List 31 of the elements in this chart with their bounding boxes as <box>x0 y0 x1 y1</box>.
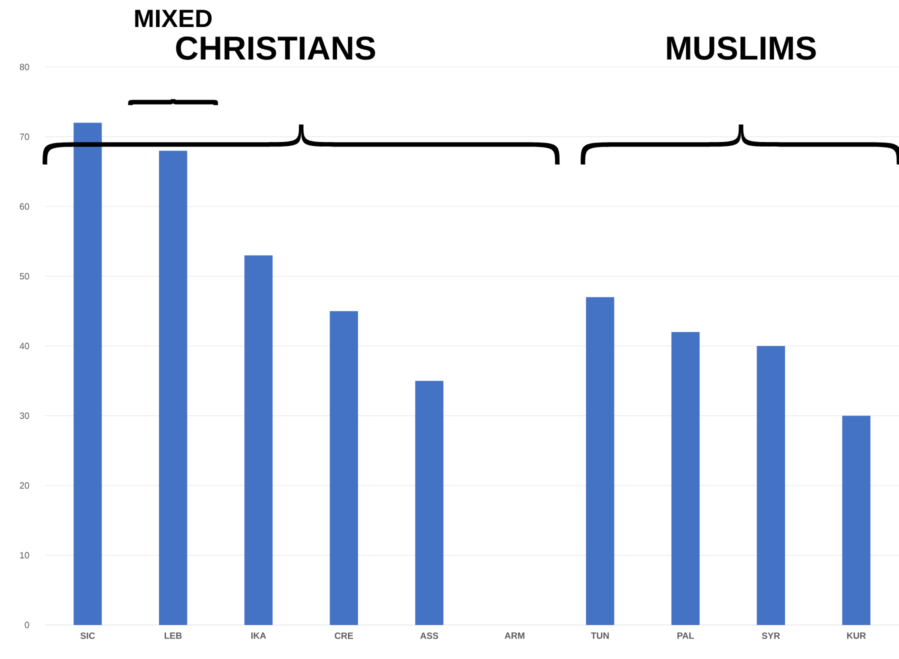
bar <box>586 297 614 625</box>
x-tick-label: PAL <box>677 632 694 639</box>
bar <box>756 346 786 625</box>
y-tick-label: 0 <box>24 622 30 628</box>
x-tick-label: KUR <box>847 632 866 639</box>
bar <box>671 332 700 625</box>
x-tick-label: LEB <box>164 632 182 639</box>
bar <box>74 122 102 625</box>
x-tick-label: SYR <box>762 632 780 639</box>
x-tick-label: IKA <box>251 632 266 639</box>
text: CHRISTIANS <box>176 36 376 60</box>
text: MIXED <box>135 10 212 28</box>
y-tick-label: 60 <box>20 203 30 210</box>
text: MUSLIMS <box>667 36 816 60</box>
bar <box>842 416 870 625</box>
y-tick-label: 80 <box>20 64 30 70</box>
y-tick-label: 30 <box>20 412 30 419</box>
x-tick-label: ARM <box>504 632 524 639</box>
y-tick-label: 40 <box>20 342 30 350</box>
y-tick-label: 50 <box>20 273 30 280</box>
bar <box>244 255 273 625</box>
x-tick-label: CRE <box>334 632 354 639</box>
x-tick-label: SIC <box>80 632 95 639</box>
y-tick-label: 10 <box>20 552 30 558</box>
x-tick-label: TUN <box>590 632 609 639</box>
y-tick-label: 20 <box>20 482 30 489</box>
x-tick-label: ASS <box>420 632 438 639</box>
bar <box>330 311 358 625</box>
bar <box>159 150 188 625</box>
bar <box>415 380 444 625</box>
y-tick-label: 70 <box>20 134 30 140</box>
